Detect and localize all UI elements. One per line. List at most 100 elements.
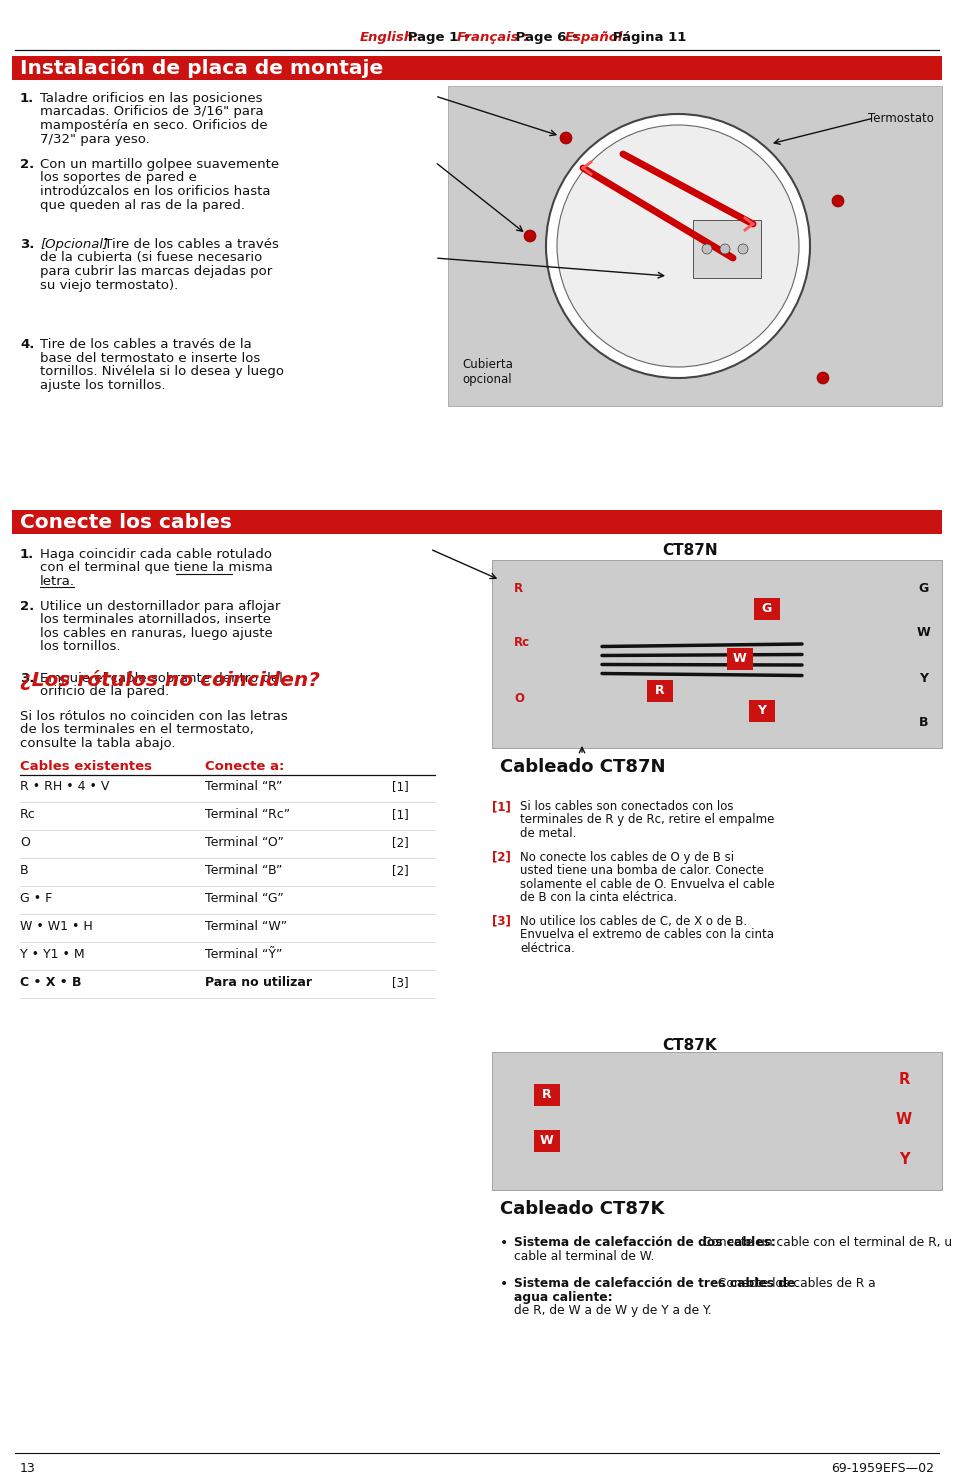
Text: [1]: [1] [392,808,408,822]
Bar [534,1130,559,1152]
Text: de R, de W a de W y de Y a de Y.: de R, de W a de W y de Y a de Y. [514,1304,711,1317]
Text: Termostato: Termostato [867,112,933,124]
Circle shape [816,372,828,384]
Text: Terminal “W”: Terminal “W” [205,920,287,934]
Text: R: R [898,1072,908,1087]
Text: G: G [761,602,771,615]
Text: que queden al ras de la pared.: que queden al ras de la pared. [40,199,245,211]
Text: No conecte los cables de O y de B si: No conecte los cables de O y de B si [519,851,734,863]
Text: terminales de R y de Rc, retire el empalme: terminales de R y de Rc, retire el empal… [519,814,774,826]
Text: [3]: [3] [492,914,511,928]
Bar [726,648,752,670]
Text: No utilice los cables de C, de X o de B.: No utilice los cables de C, de X o de B. [519,914,746,928]
Text: 2.: 2. [20,600,34,614]
Text: [2]: [2] [492,851,511,863]
Text: Conecte un cable con el terminal de R, un: Conecte un cable con el terminal de R, u… [699,1236,953,1249]
Text: de la cubierta (si fuese necesario: de la cubierta (si fuese necesario [40,252,262,264]
Circle shape [523,230,536,242]
Circle shape [831,195,843,207]
Text: para cubrir las marcas dejadas por: para cubrir las marcas dejadas por [40,266,272,277]
Text: B: B [919,715,928,729]
Bar [492,1052,941,1190]
Bar [12,510,941,534]
Bar [492,560,941,748]
Text: [3]: [3] [392,976,408,990]
Text: Tire de los cables a través: Tire de los cables a través [100,237,278,251]
Text: Conecte a:: Conecte a: [205,760,284,773]
Text: Sistema de calefacción de dos cables:: Sistema de calefacción de dos cables: [514,1236,775,1249]
Text: Cableado CT87N: Cableado CT87N [499,758,665,776]
Text: 1.: 1. [20,91,34,105]
Text: letra.: letra. [40,575,75,589]
Text: los cables en ranuras, luego ajuste: los cables en ranuras, luego ajuste [40,627,273,640]
Text: [2]: [2] [392,864,408,878]
Text: CT87K: CT87K [662,1038,717,1053]
Text: eléctrica.: eléctrica. [519,941,574,954]
Text: Conecte los cables: Conecte los cables [20,512,232,531]
Text: mampostéría en seco. Orificios de: mampostéría en seco. Orificios de [40,119,268,131]
Bar [12,56,941,80]
Circle shape [701,243,711,254]
Text: Terminal “B”: Terminal “B” [205,864,282,878]
Text: CT87N: CT87N [661,543,717,558]
Text: agua caliente:: agua caliente: [514,1291,612,1304]
Circle shape [738,243,747,254]
Text: O: O [20,836,30,850]
Bar [646,680,672,702]
Text: English:: English: [359,31,419,44]
Text: [1]: [1] [492,799,511,813]
Text: Taladre orificios en las posiciones: Taladre orificios en las posiciones [40,91,262,105]
Text: Terminal “G”: Terminal “G” [205,892,283,906]
Text: Envuelva el extremo de cables con la cinta: Envuelva el extremo de cables con la cin… [519,928,773,941]
Text: Instalación de placa de montaje: Instalación de placa de montaje [20,58,383,78]
Text: Utilice un destornillador para aflojar: Utilice un destornillador para aflojar [40,600,280,614]
Text: Para no utilizar: Para no utilizar [205,976,312,990]
Text: ¿Los rótulos no coinciden?: ¿Los rótulos no coinciden? [20,670,319,690]
Text: Y: Y [898,1152,908,1168]
Text: R • RH • 4 • V: R • RH • 4 • V [20,780,110,794]
Text: Y: Y [757,705,765,717]
Text: 4.: 4. [20,338,34,351]
Text: ajuste los tornillos.: ajuste los tornillos. [40,379,165,391]
Text: Página 11: Página 11 [608,31,686,44]
Text: introdúzcalos en los orificios hasta: introdúzcalos en los orificios hasta [40,184,271,198]
Text: Page 6 •: Page 6 • [511,31,583,44]
Text: 3.: 3. [20,237,34,251]
Text: usted tiene una bomba de calor. Conecte: usted tiene una bomba de calor. Conecte [519,864,763,878]
Text: de metal.: de metal. [519,827,576,839]
Text: los tornillos.: los tornillos. [40,640,120,653]
Text: C • X • B: C • X • B [20,976,81,990]
Text: Si los rótulos no coinciden con las letras: Si los rótulos no coinciden con las letr… [20,709,288,723]
Text: 7/32" para yeso.: 7/32" para yeso. [40,133,150,146]
Text: Con un martillo golpee suavemente: Con un martillo golpee suavemente [40,158,279,171]
Bar [753,597,780,619]
Text: Y: Y [919,671,927,684]
Text: con el terminal que tiene la misma: con el terminal que tiene la misma [40,562,273,574]
Text: Español:: Español: [564,31,628,44]
Text: B: B [20,864,29,878]
Text: los terminales atornillados, inserte: los terminales atornillados, inserte [40,614,271,627]
Text: R: R [541,1089,551,1102]
Text: de los terminales en el termostato,: de los terminales en el termostato, [20,724,253,736]
Text: 1.: 1. [20,549,34,560]
Text: Terminal “O”: Terminal “O” [205,836,284,850]
Text: Cableado CT87K: Cableado CT87K [499,1201,663,1218]
Bar [534,1084,559,1106]
Text: su viejo termostato).: su viejo termostato). [40,279,178,292]
Text: •: • [499,1277,508,1291]
Text: cable al terminal de W.: cable al terminal de W. [514,1249,654,1263]
Text: Tire de los cables a través de la: Tire de los cables a través de la [40,338,252,351]
Text: Cables existentes: Cables existentes [20,760,152,773]
Text: Y • Y1 • M: Y • Y1 • M [20,948,85,962]
Text: W: W [916,625,930,639]
Text: Français :: Français : [456,31,528,44]
Text: W: W [539,1134,554,1148]
Text: Terminal “Ỹ”: Terminal “Ỹ” [205,948,282,962]
Bar [748,701,774,721]
Text: O: O [514,692,523,705]
Text: base del termostato e inserte los: base del termostato e inserte los [40,351,260,364]
Circle shape [720,243,729,254]
Circle shape [557,125,799,367]
Text: Rc: Rc [514,637,530,649]
Text: Terminal “Rc”: Terminal “Rc” [205,808,290,822]
